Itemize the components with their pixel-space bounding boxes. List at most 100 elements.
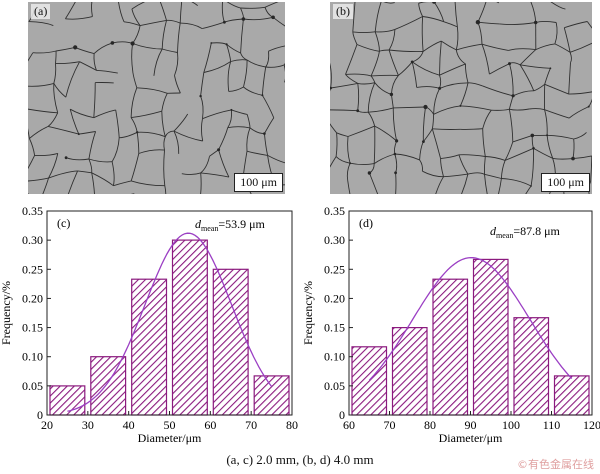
mean-annotation: dmean=53.9 μm xyxy=(195,217,266,233)
grain-boundary xyxy=(568,91,592,95)
precipitate xyxy=(64,156,68,160)
grain-boundary xyxy=(440,154,460,160)
grain-boundary xyxy=(262,95,275,118)
precipitate xyxy=(438,86,442,90)
grain-boundary xyxy=(389,49,424,53)
grain-boundary xyxy=(230,59,248,62)
grain-boundary xyxy=(48,125,79,135)
grain-boundary xyxy=(569,42,592,53)
grain-boundary xyxy=(398,61,413,76)
micrograph-a-image xyxy=(28,2,285,194)
precipitate xyxy=(263,132,266,135)
grain-boundary xyxy=(368,172,379,194)
grain-boundary xyxy=(508,48,536,51)
histogram-bar xyxy=(131,278,168,416)
grain-boundary xyxy=(443,173,468,178)
grain-boundary xyxy=(501,178,532,187)
grain-boundary xyxy=(93,82,96,118)
precipitate xyxy=(241,17,246,21)
grain-boundary xyxy=(226,2,241,9)
grain-boundary xyxy=(441,40,457,51)
grain-boundary xyxy=(159,2,167,21)
x-tick-label: 120 xyxy=(583,418,600,432)
grain-boundary xyxy=(350,162,375,166)
grain-boundary xyxy=(78,131,96,135)
histogram-bar xyxy=(472,258,509,416)
grain-boundary xyxy=(489,63,510,75)
grain-boundary xyxy=(47,112,59,127)
grain-boundary xyxy=(173,113,189,132)
grain-boundary xyxy=(550,2,566,10)
precipitate xyxy=(210,42,213,44)
grain-boundary xyxy=(111,161,115,186)
grain-boundary xyxy=(93,53,97,71)
grain-boundary xyxy=(136,132,140,154)
fit-curve xyxy=(67,232,273,412)
grain-boundary xyxy=(28,108,58,114)
precipitate xyxy=(423,104,428,110)
grain-boundary xyxy=(504,141,514,161)
y-tick-label: 0 xyxy=(37,408,43,422)
grain-boundary xyxy=(394,153,420,161)
precipitate xyxy=(587,105,590,108)
precipitate xyxy=(271,15,275,20)
grain-boundary xyxy=(535,43,555,51)
y-tick-label: 0.05 xyxy=(324,379,345,393)
grain-boundary xyxy=(69,109,80,135)
precipitate xyxy=(230,108,233,111)
grain-boundary xyxy=(432,128,461,130)
x-tick-label: 80 xyxy=(424,418,436,432)
grain-boundary xyxy=(460,105,492,111)
grain-boundary xyxy=(481,43,509,51)
grain-boundary xyxy=(547,134,574,140)
grain-boundary xyxy=(356,44,380,52)
grain-boundary xyxy=(564,21,588,29)
grain-boundary xyxy=(373,153,396,164)
mean-value: =53.9 μm xyxy=(218,217,265,231)
grain-boundary xyxy=(174,75,181,94)
x-tick-label: 110 xyxy=(543,418,561,432)
grain-boundary xyxy=(433,2,445,22)
fit-curve xyxy=(368,256,573,381)
precipitate xyxy=(130,41,135,46)
grain-boundary xyxy=(203,42,212,73)
grain-boundary xyxy=(28,21,54,27)
grain-boundary xyxy=(419,159,423,172)
precipitate xyxy=(261,94,264,97)
grain-boundary xyxy=(443,21,458,28)
grain-boundary xyxy=(546,135,554,159)
grain-boundary xyxy=(93,109,116,119)
grain-boundary xyxy=(482,128,486,157)
grain-boundary xyxy=(509,63,514,96)
grain-boundary xyxy=(131,8,141,26)
precipitate xyxy=(217,148,221,152)
grain-boundary xyxy=(28,128,30,139)
grain-boundary xyxy=(48,170,78,179)
y-tick-label: 0.15 xyxy=(22,321,43,335)
grain-boundary xyxy=(345,73,372,77)
x-tick-label: 90 xyxy=(465,418,477,432)
grain-boundary xyxy=(465,63,469,84)
grain-boundary xyxy=(91,2,93,17)
precipitate xyxy=(511,94,515,98)
grain-boundary xyxy=(374,2,382,32)
precipitate xyxy=(432,2,436,4)
micrograph-b-scale-bar: 100 μm xyxy=(541,173,590,192)
precipitate xyxy=(475,20,481,25)
x-tick-label: 70 xyxy=(245,418,257,432)
grain-boundary xyxy=(162,48,178,53)
grain-boundary xyxy=(383,2,395,4)
grain-boundary xyxy=(347,125,375,137)
grain-boundary xyxy=(393,106,426,109)
grain-boundary xyxy=(508,109,514,142)
grain-boundary xyxy=(371,74,399,77)
precipitate xyxy=(546,134,549,137)
y-tick-label: 0.10 xyxy=(22,350,43,364)
grain-boundary xyxy=(163,136,166,151)
grain-boundary xyxy=(460,128,483,130)
grain-boundary xyxy=(367,111,376,127)
precipitate xyxy=(422,140,425,144)
grain-boundary xyxy=(131,2,146,10)
y-tick-label: 0.05 xyxy=(22,379,43,393)
grain-boundary xyxy=(240,18,244,54)
